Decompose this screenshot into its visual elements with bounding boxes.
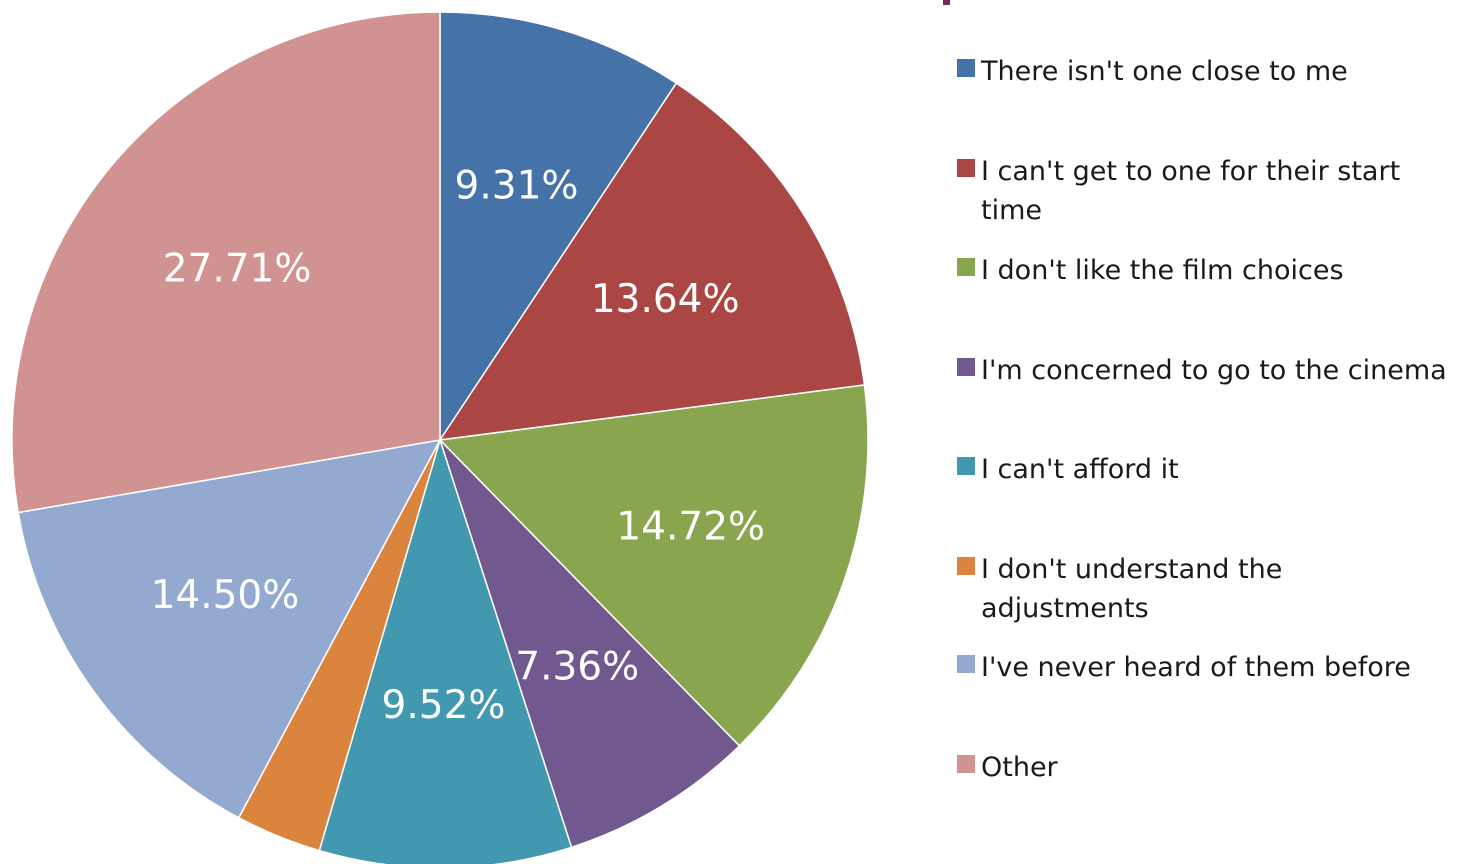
- slice-label-1: 9.31%: [455, 163, 579, 208]
- legend-label: I can't get to one for their start time: [981, 156, 1401, 226]
- legend-label: There isn't one close to me: [981, 56, 1348, 87]
- slice-label-3: 14.72%: [616, 504, 765, 549]
- legend-swatch: [957, 258, 975, 276]
- pie-slice-2: [438, 82, 866, 441]
- legend-label: I've never heard of them before: [981, 652, 1411, 683]
- legend-swatch: [957, 557, 975, 575]
- legend-item-7: I've never heard of them before: [957, 648, 1451, 687]
- legend-swatch: [957, 457, 975, 475]
- legend-item-6: I don't understand the adjustments: [957, 550, 1451, 628]
- legend-item-8: Other: [957, 748, 1451, 787]
- legend: There isn't one close to me I can't get t…: [957, 0, 1457, 864]
- pie-slice-8: [11, 11, 441, 514]
- pie-slice-3: [438, 384, 869, 747]
- legend-label: I don't like the film choices: [981, 255, 1344, 286]
- slice-label-7: 14.50%: [151, 573, 300, 618]
- pie-slice-1: [439, 11, 678, 443]
- legend-label: Other: [981, 752, 1058, 783]
- legend-swatch: [957, 59, 975, 77]
- legend-label: I can't afford it: [981, 454, 1179, 485]
- slice-labels: 9.31% 13.64% 14.72% 7.36%9.52% 14.50% 27.71%: [151, 163, 766, 727]
- pie-slice-5: [318, 437, 573, 864]
- legend-item-3: I don't like the film choices: [957, 251, 1451, 290]
- slice-label-8: 27.71%: [163, 246, 312, 291]
- legend-item-5: I can't afford it: [957, 450, 1451, 489]
- accent-mark: [943, 0, 950, 5]
- legend-item-2: I can't get to one for their start time: [957, 152, 1401, 230]
- pie-slices: [11, 11, 869, 864]
- pie-slice-7: [17, 439, 442, 819]
- slice-label-5: 9.52%: [382, 683, 506, 728]
- legend-label: I'm concerned to go to the cinema: [981, 355, 1447, 386]
- slice-label-4: 7.36%: [515, 645, 639, 690]
- pie-slice-4: [439, 439, 741, 849]
- legend-label: I don't understand the adjustments: [981, 554, 1283, 624]
- legend-swatch: [957, 755, 975, 773]
- legend-item-1: There isn't one close to me: [957, 52, 1451, 91]
- slice-label-2: 13.64%: [591, 277, 740, 322]
- legend-swatch: [957, 358, 975, 376]
- legend-swatch: [957, 159, 975, 177]
- legend-item-4: I'm concerned to go to the cinema: [957, 351, 1451, 390]
- legend-swatch: [957, 655, 975, 673]
